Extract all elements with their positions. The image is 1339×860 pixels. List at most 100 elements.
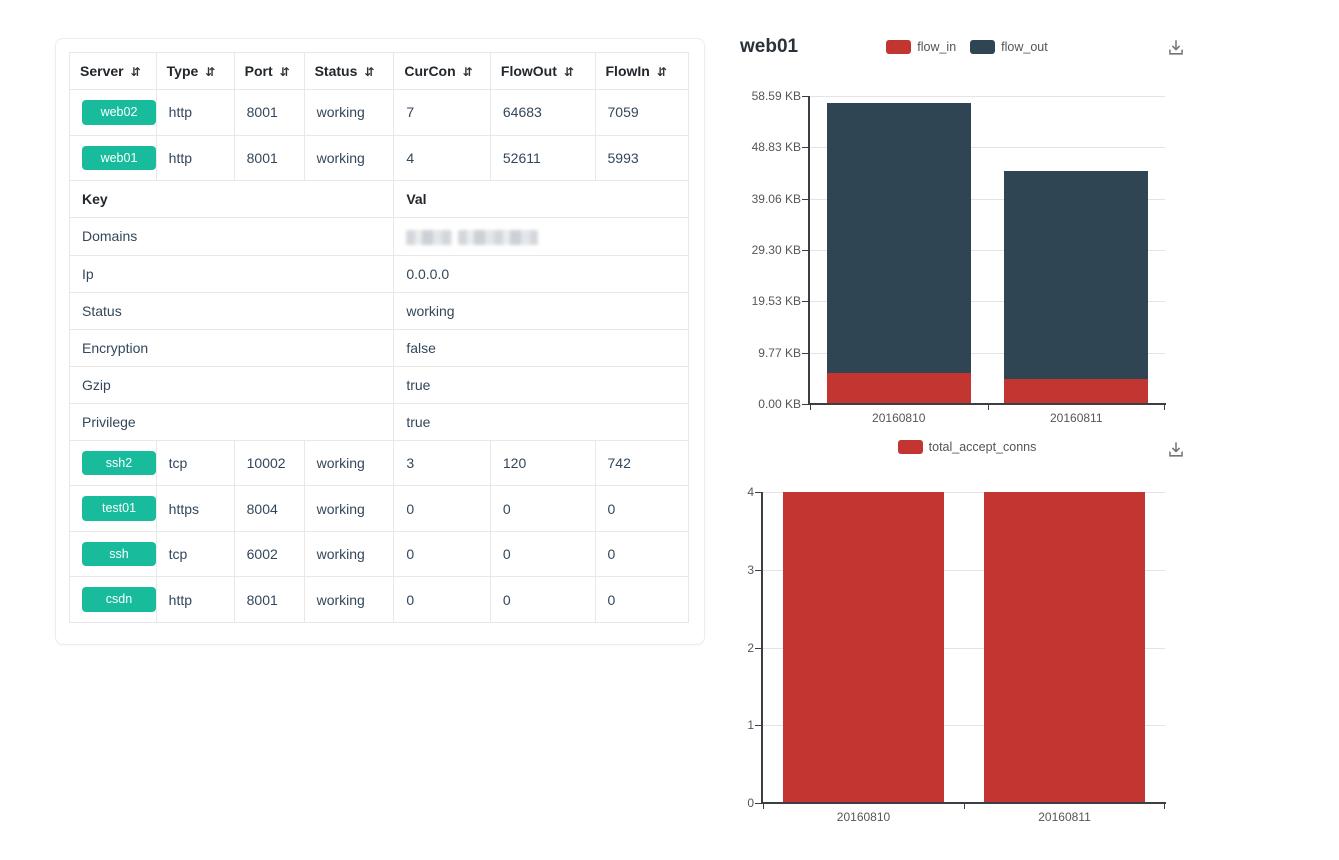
detail-value: false [393, 328, 689, 367]
table-cell: working [303, 439, 395, 487]
conns-chart-plot: 0 1 2 3 4 20160810 20160811 [747, 485, 1166, 824]
y-axis-label: 0 [747, 796, 754, 810]
legend-item-flow-in[interactable]: flow_in [886, 40, 956, 54]
gridline [810, 96, 1165, 97]
x-axis-label: 20160810 [872, 411, 926, 425]
server-cell: ssh [69, 530, 157, 578]
y-axis-label: 2 [747, 640, 754, 655]
detail-val-header: Val [393, 180, 689, 218]
server-row-ssh2: ssh2 tcp 10002 working 3 120 742 [69, 439, 689, 487]
server-badge-button[interactable]: csdn [82, 587, 156, 612]
column-header-label: CurCon [404, 63, 456, 79]
table-cell: 10002 [233, 439, 305, 487]
server-cell: test01 [69, 485, 157, 532]
table-cell: https [155, 485, 235, 532]
y-axis-label: 3 [747, 562, 754, 577]
y-axis-label: 19.53 KB [751, 294, 801, 309]
detail-key: Encryption [68, 328, 395, 367]
bar-total_accept_conns-20160810[interactable] [782, 492, 945, 803]
legend-item-total-accept-conns[interactable]: total_accept_conns [897, 440, 1036, 454]
table-cell: 0 [594, 530, 689, 578]
bar-flow_in-20160810[interactable] [826, 373, 971, 404]
y-axis-tick [802, 147, 808, 149]
table-header-row: Server ⇵ Type ⇵ Port ⇵ Status ⇵ CurCon ⇵ Flow… [69, 52, 689, 90]
server-badge-button[interactable]: web02 [82, 100, 156, 125]
table-cell: 5993 [594, 134, 689, 181]
server-badge-button[interactable]: ssh2 [82, 450, 156, 476]
y-axis-label: 9.77 KB [758, 345, 801, 360]
sort-icon: ⇵ [656, 65, 667, 79]
column-header-server[interactable]: Server ⇵ [69, 52, 157, 90]
table-cell: working [303, 530, 395, 578]
detail-value [393, 217, 689, 256]
table-cell: 0 [393, 530, 491, 578]
column-header-type[interactable]: Type ⇵ [155, 52, 235, 90]
flow-chart-legend: flow_in flow_out [720, 40, 1190, 54]
y-axis-label: 39.06 KB [751, 191, 801, 206]
x-axis-label: 20160811 [1050, 411, 1103, 425]
gridline [763, 647, 1165, 649]
server-badge-button[interactable]: web01 [82, 145, 156, 170]
detail-row-status: Status working [68, 291, 689, 330]
detail-header-row: Key Val [68, 180, 689, 218]
server-cell: csdn [69, 576, 157, 623]
table-cell: 742 [594, 439, 689, 487]
gridline [810, 301, 1165, 303]
x-axis-tick [763, 803, 764, 809]
sort-icon: ⇵ [205, 65, 215, 79]
table-cell: 6002 [233, 530, 305, 578]
table-cell: 0 [594, 485, 689, 532]
server-table: Server ⇵ Type ⇵ Port ⇵ Status ⇵ CurCon ⇵ Flow… [68, 52, 689, 623]
table-cell: 0 [489, 530, 596, 578]
detail-value: true [393, 365, 689, 404]
detail-row-gzip: Gzip true [68, 365, 689, 404]
column-header-flowout[interactable]: FlowOut ⇵ [489, 52, 596, 90]
bar-total_accept_conns-20160811[interactable] [983, 492, 1146, 803]
server-row-csdn: csdn http 8001 working 0 0 0 [69, 576, 689, 623]
x-axis-label: 20160811 [1038, 810, 1091, 824]
bar-flow_in-20160811[interactable] [1004, 379, 1149, 404]
sort-icon: ⇵ [279, 65, 290, 79]
table-cell: working [303, 89, 395, 136]
column-header-label: Port [244, 63, 273, 79]
gridline [763, 725, 1165, 727]
legend-item-flow-out[interactable]: flow_out [970, 40, 1048, 54]
download-icon [1169, 40, 1183, 55]
total-accept-conns-swatch-icon [897, 440, 923, 454]
table-cell: 0 [594, 576, 689, 623]
table-cell: http [155, 134, 235, 181]
column-header-status[interactable]: Status ⇵ [303, 52, 395, 90]
detail-row-privilege: Privilege true [68, 402, 689, 441]
server-table-body: web02 http 8001 working 7 64683 7059 web01 http 8… [68, 89, 689, 623]
legend-label-flow-in: flow_in [917, 40, 957, 54]
bar-flow_out-20160810[interactable] [826, 103, 971, 374]
y-axis-tick [802, 404, 808, 405]
gridline [810, 352, 1165, 354]
server-detail-card: Server ⇵ Type ⇵ Port ⇵ Status ⇵ CurCon ⇵ Flow… [55, 38, 705, 645]
y-axis-line [808, 96, 810, 405]
column-header-port[interactable]: Port ⇵ [233, 52, 305, 90]
x-axis-line [761, 802, 1166, 804]
detail-value: working [393, 291, 689, 330]
y-axis-label: 29.30 KB [751, 243, 801, 257]
bar-flow_out-20160811[interactable] [1004, 170, 1149, 380]
column-header-curcon[interactable]: CurCon ⇵ [393, 52, 491, 90]
server-badge-button[interactable]: test01 [82, 496, 156, 521]
y-axis-label: 1 [747, 718, 754, 733]
table-cell: working [303, 576, 395, 623]
server-row-web02: web02 http 8001 working 7 64683 7059 [69, 89, 689, 136]
y-axis-tick [755, 647, 761, 649]
column-header-flowin[interactable]: FlowIn ⇵ [594, 52, 689, 90]
server-badge-button[interactable]: ssh [82, 541, 156, 567]
table-cell: 52611 [489, 134, 596, 181]
server-row-web01: web01 http 8001 working 4 52611 5993 [69, 134, 689, 181]
flow-out-swatch-icon [970, 40, 996, 54]
table-cell: 0 [489, 576, 596, 623]
save-as-image-button[interactable] [1165, 37, 1187, 59]
table-cell: 0 [393, 485, 491, 532]
detail-value: true [393, 402, 689, 441]
detail-key: Status [68, 291, 395, 330]
y-axis-tick [802, 352, 808, 354]
save-as-image-button[interactable] [1165, 439, 1187, 461]
detail-key: Ip [68, 254, 395, 293]
